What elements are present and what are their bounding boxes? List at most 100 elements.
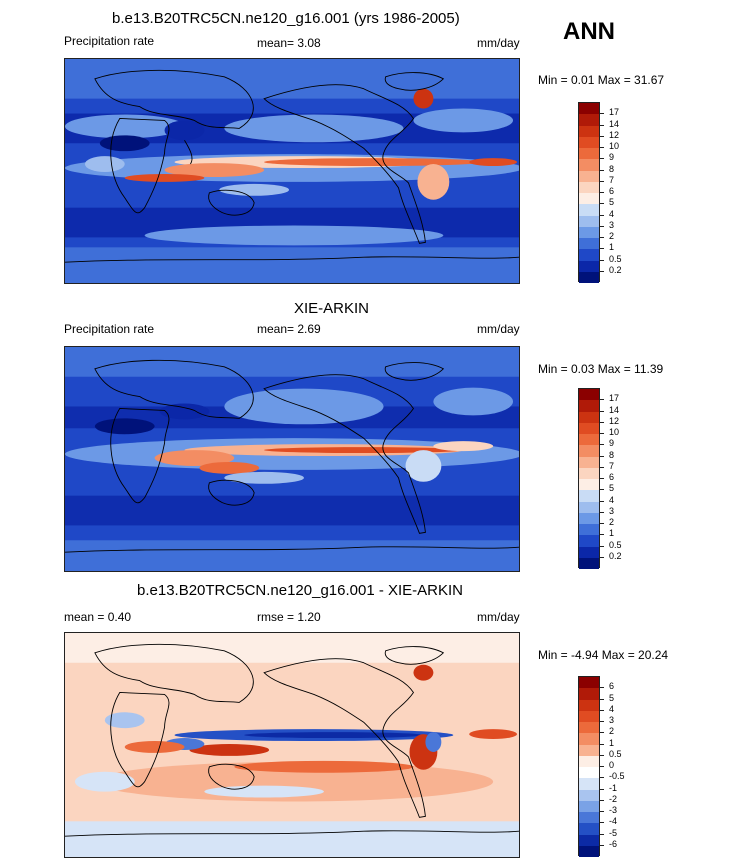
colorbar-swatch [579,699,599,711]
colorbar-swatch [579,501,599,513]
colorbar-label: -0.5 [609,771,625,782]
colorbar-swatch [579,148,599,160]
colorbar-label: 10 [609,141,620,151]
colorbar-swatch [579,260,599,272]
colorbar-label: 2 [609,726,615,737]
colorbar-label: 2 [609,231,615,241]
colorbar-swatch [579,249,599,261]
colorbar-label: 17 [609,107,620,118]
colorbar-tick [600,433,604,434]
colorbar-tick [600,214,604,216]
colorbar-label: 17 [609,393,620,404]
colorbar-label: -5 [609,827,618,838]
colorbar-tick [600,158,604,160]
colorbar-tick [600,135,604,137]
colorbar-label: 6 [609,681,615,692]
colorbar-swatch [579,812,599,824]
colorbar-swatch [579,789,599,801]
panel-3-difference-field [65,633,519,857]
panel-1-minmax-label: Min = 0.01 Max = 31.67 [538,73,665,87]
colorbar-label: -6 [609,838,618,849]
panel-1-variable-label: Precipitation rate [64,34,155,48]
colorbar-tick [600,799,604,801]
colorbar-label: 6 [609,186,615,196]
colorbar-label: 10 [609,427,620,437]
colorbar-label: 14 [609,118,620,129]
colorbar-label: 5 [609,483,615,494]
panel-3-units-label: mm/day [477,610,520,624]
colorbar-swatch [579,677,599,689]
colorbar-swatch [579,524,599,536]
colorbar-tick [600,237,604,238]
colorbar-swatch [579,845,599,857]
colorbar-label: 3 [609,505,615,516]
colorbar-swatch [579,834,599,846]
panel-2-precip-field [65,347,519,571]
colorbar-tick [600,180,604,182]
colorbar-tick [600,248,604,250]
colorbar-label: 8 [609,449,615,460]
colorbar-tick [600,556,604,558]
colorbar-swatch [579,181,599,193]
panel-1-colorbar [578,102,600,283]
colorbar-label: 7 [609,174,615,185]
colorbar-swatch [579,767,599,779]
colorbar-label: 3 [609,219,615,230]
colorbar-tick [600,113,604,115]
panel-2-units-label: mm/day [477,322,520,336]
colorbar-label: 6 [609,472,615,482]
colorbar-swatch [579,467,599,479]
colorbar-swatch [579,136,599,148]
colorbar-swatch [579,215,599,227]
colorbar-tick [600,511,604,513]
colorbar-swatch [579,400,599,412]
colorbar-tick [600,754,604,756]
colorbar-swatch [579,445,599,457]
colorbar-tick [600,822,604,824]
colorbar-swatch [579,271,599,283]
colorbar-tick [600,169,604,171]
panel-1-units-label: mm/day [477,36,520,50]
colorbar-tick [600,833,604,835]
colorbar-tick [600,147,604,148]
colorbar-tick [600,444,604,446]
colorbar-swatch [579,159,599,171]
colorbar-tick [600,192,604,193]
colorbar-tick [600,399,604,401]
colorbar-label: -1 [609,782,618,793]
colorbar-swatch [579,512,599,524]
colorbar-label: 0.2 [609,264,622,275]
colorbar-label: 3 [609,715,615,725]
colorbar-swatch [579,193,599,205]
colorbar-tick [600,270,604,272]
colorbar-tick [600,478,604,479]
colorbar-swatch [579,688,599,700]
colorbar-label: 4 [609,494,615,505]
colorbar-tick [600,203,604,205]
colorbar-tick [600,545,604,547]
panel-1-map [64,58,520,284]
colorbar-label: 5 [609,692,615,703]
colorbar-label: 5 [609,197,615,208]
colorbar-swatch [579,114,599,126]
colorbar-swatch [579,170,599,182]
colorbar-tick [600,777,604,779]
colorbar-swatch [579,125,599,137]
colorbar-label: 7 [609,460,615,471]
colorbar-label: 2 [609,517,615,527]
colorbar-tick [600,732,604,734]
colorbar-swatch [579,434,599,446]
colorbar-tick [600,455,604,457]
colorbar-swatch [579,733,599,745]
colorbar-swatch [579,456,599,468]
colorbar-tick [600,421,604,423]
colorbar-tick [600,743,604,745]
panel-2-variable-label: Precipitation rate [64,322,155,336]
colorbar-swatch [579,411,599,423]
colorbar-swatch [579,204,599,216]
panel-2-map [64,346,520,572]
colorbar-swatch [579,422,599,434]
colorbar-label: 0.5 [609,253,622,264]
colorbar-label: 1 [609,737,615,748]
colorbar-label: 8 [609,163,615,174]
